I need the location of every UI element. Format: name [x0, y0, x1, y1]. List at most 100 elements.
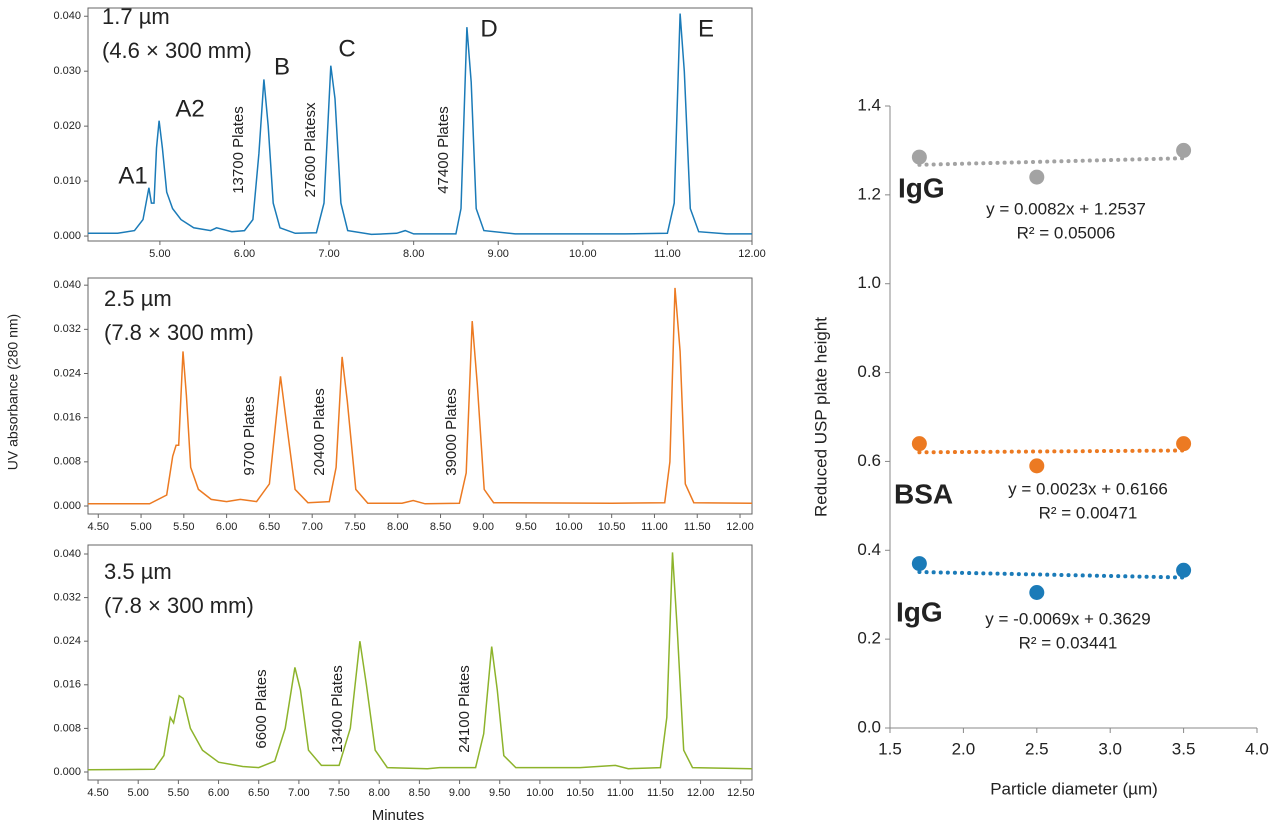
x-tick-label: 11.00: [654, 248, 681, 260]
trend-equation: y = -0.0069x + 0.3629: [985, 609, 1150, 628]
plates-label: 27600 Platesx: [302, 102, 319, 198]
plot-frame: [87, 7, 753, 242]
y-tick-label: 0.040: [53, 548, 81, 560]
panel-title: 3.5 µm: [104, 559, 172, 584]
plates-label: 6600 Plates: [253, 669, 270, 748]
panel-subtitle: (4.6 × 300 mm): [102, 38, 252, 63]
plates-label: 9700 Plates: [241, 396, 258, 475]
x-axis-label: Particle diameter (µm): [990, 779, 1158, 798]
plot-frame: [87, 277, 753, 515]
x-tick-label: 6.00: [234, 248, 255, 260]
x-tick-label: 9.50: [515, 521, 536, 533]
x-tick-label: 10.00: [555, 521, 583, 533]
y-tick-label: 0.8: [857, 362, 881, 381]
y-tick-label: 0.040: [53, 279, 81, 291]
data-point: [911, 436, 927, 452]
x-tick-label: 8.50: [409, 787, 430, 799]
trend-equation: y = 0.0023x + 0.6166: [1008, 479, 1168, 498]
y-tick-label: 0.032: [53, 323, 81, 335]
y-tick-label: 0.032: [53, 591, 81, 603]
panel-subtitle: (7.8 × 300 mm): [104, 320, 254, 345]
peak-label: D: [480, 15, 497, 42]
data-point: [1176, 142, 1192, 158]
x-tick-label: 2.0: [952, 739, 976, 758]
peak-label: A1: [118, 162, 147, 189]
peak-label: C: [338, 35, 355, 62]
y-axis-label: UV absorbance (280 nm): [5, 314, 21, 470]
y-tick-label: 0.024: [53, 367, 81, 379]
data-point: [1176, 436, 1192, 452]
x-tick-label: 11.00: [607, 787, 634, 799]
series-label: IgG: [896, 596, 943, 627]
y-tick-label: 0.030: [53, 65, 81, 77]
x-tick-label: 12.00: [687, 787, 715, 799]
x-tick-label: 10.50: [598, 521, 626, 533]
r-squared: R² = 0.03441: [1019, 633, 1118, 652]
x-tick-label: 9.00: [488, 248, 509, 260]
series-label: BSA: [894, 478, 953, 509]
plates-label: 13700 Plates: [230, 106, 247, 194]
trendline: [917, 156, 1186, 167]
x-axis-label: Minutes: [372, 807, 425, 824]
y-tick-label: 0.008: [53, 456, 81, 468]
x-tick-label: 5.50: [173, 521, 194, 533]
chromatogram-trace: [88, 287, 753, 505]
y-tick-label: 0.000: [53, 766, 81, 778]
y-tick-label: 0.4: [857, 540, 881, 559]
x-tick-label: 8.00: [369, 787, 390, 799]
x-tick-label: 7.00: [288, 787, 309, 799]
x-tick-label: 12.50: [727, 787, 755, 799]
x-tick-label: 8.50: [430, 521, 451, 533]
y-tick-label: 0.000: [53, 230, 81, 242]
x-tick-label: 7.50: [344, 521, 365, 533]
series-label: IgG: [898, 172, 945, 203]
data-point: [1029, 169, 1045, 185]
trend-equation: y = 0.0082x + 1.2537: [986, 199, 1146, 218]
x-tick-label: 5.00: [149, 248, 170, 260]
peak-label: B: [274, 53, 290, 80]
panel-title: 1.7 µm: [102, 4, 170, 29]
x-tick-label: 10.00: [569, 248, 597, 260]
plates-label: 47400 Plates: [435, 106, 452, 194]
trendline: [917, 570, 1186, 580]
x-tick-label: 12.00: [726, 521, 754, 533]
x-tick-label: 12.00: [738, 248, 766, 260]
x-tick-label: 5.00: [130, 521, 151, 533]
r-squared: R² = 0.00471: [1039, 503, 1138, 522]
chromatogram-trace: [87, 552, 753, 771]
x-tick-label: 9.00: [473, 521, 494, 533]
x-tick-label: 8.00: [387, 521, 408, 533]
x-tick-label: 2.5: [1025, 739, 1049, 758]
y-tick-label: 0.008: [53, 722, 81, 734]
x-tick-label: 9.50: [489, 787, 510, 799]
x-tick-label: 5.00: [128, 787, 149, 799]
x-tick-label: 3.0: [1098, 739, 1122, 758]
x-tick-label: 6.50: [259, 521, 280, 533]
plates-label: 20400 Plates: [311, 388, 328, 476]
trendline: [917, 448, 1186, 455]
data-point: [1176, 562, 1192, 578]
x-tick-label: 11.50: [647, 787, 674, 799]
x-tick-label: 11.50: [684, 521, 711, 533]
panel-subtitle: (7.8 × 300 mm): [104, 593, 254, 618]
plates-label: 24100 Plates: [456, 665, 473, 753]
x-tick-label: 1.5: [878, 739, 902, 758]
y-tick-label: 1.4: [857, 95, 881, 114]
x-tick-label: 9.00: [449, 787, 470, 799]
y-tick-label: 0.0: [857, 717, 881, 736]
y-tick-label: 0.010: [53, 175, 81, 187]
data-point: [911, 556, 927, 572]
peak-label: A2: [175, 95, 204, 122]
y-tick-label: 0.024: [53, 635, 81, 647]
plates-label: 13400 Plates: [329, 665, 346, 753]
y-tick-label: 0.000: [53, 500, 81, 512]
y-axis-label: Reduced USP plate height: [811, 317, 830, 517]
chromatogram-trace: [88, 13, 752, 236]
y-tick-label: 0.016: [53, 412, 81, 424]
y-tick-label: 1.0: [857, 273, 881, 292]
plot-frame: [87, 544, 753, 781]
data-point: [911, 149, 927, 165]
x-tick-label: 7.50: [328, 787, 349, 799]
y-tick-label: 0.016: [53, 679, 81, 691]
